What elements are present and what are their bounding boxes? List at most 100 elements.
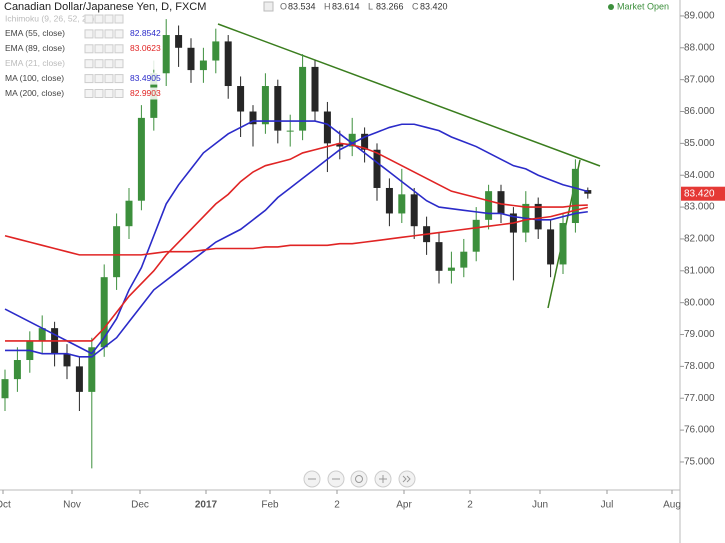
legend-icon	[84, 74, 94, 84]
candle-body	[212, 41, 220, 61]
scroll-button[interactable]	[398, 470, 416, 488]
indicator-line	[4, 206, 588, 256]
x-tick-label: 2017	[195, 500, 218, 511]
indicator-line	[5, 123, 589, 358]
plot	[1, 19, 592, 469]
indicator-line	[5, 142, 588, 342]
y-tick-label: 82.000	[684, 234, 715, 245]
candle-body	[472, 219, 480, 252]
candle-body	[100, 277, 108, 348]
candle-body	[274, 86, 282, 131]
legend-icon	[84, 89, 94, 98]
candle-body	[571, 168, 579, 224]
y-tick-label: 81.000	[684, 265, 715, 276]
candle-body	[249, 111, 257, 125]
legend-icon	[104, 44, 114, 54]
legend-name: MA (200, close)	[5, 88, 64, 98]
legend-icon	[94, 29, 104, 39]
legend-icon	[84, 14, 94, 24]
legend-name: EMA (55, close)	[5, 28, 65, 38]
legend-row-background	[2, 57, 162, 70]
candle-body	[460, 251, 468, 268]
y-tick-label: 86.000	[684, 106, 715, 117]
candle-body	[547, 229, 555, 265]
x-tick-label: Apr	[396, 500, 412, 511]
candle-body	[125, 200, 133, 227]
icon	[355, 475, 363, 483]
candle-body	[187, 47, 195, 71]
candle-body	[336, 143, 344, 147]
candle-body	[361, 133, 369, 150]
last-price-tag	[681, 186, 725, 201]
legend-name: Ichimoku (9, 26, 52, 26)	[5, 13, 94, 23]
last-price-label: 83.420	[684, 188, 715, 199]
candle-body	[175, 35, 183, 48]
header-background	[0, 0, 265, 14]
chart-title: Canadian Dollar/Japanese Yen, D, FXCM	[4, 1, 206, 13]
icon	[263, 1, 274, 12]
candle-body	[373, 149, 381, 188]
candle-body	[113, 226, 121, 278]
legend-value: 82.8542	[130, 28, 161, 38]
candle-body	[534, 203, 542, 230]
x-tick-label: Jul	[601, 500, 614, 511]
legend-value: 82.9903	[130, 88, 161, 98]
candle-body	[199, 60, 207, 71]
legend-value: 83.0623	[130, 43, 161, 53]
ohlc-label: 83.420	[420, 1, 448, 11]
y-tick-label: 80.000	[684, 297, 715, 308]
y-tick-label: 84.000	[684, 170, 715, 181]
indicator-line	[4, 120, 588, 355]
status-dot	[608, 4, 614, 10]
legend-icon	[94, 14, 104, 24]
legend-icon	[84, 59, 94, 69]
legend-icon	[114, 29, 124, 39]
candle-body	[286, 130, 294, 132]
candle-body	[497, 191, 505, 214]
x-tick-label: Jun	[532, 500, 548, 511]
candle-body	[299, 66, 307, 131]
ohlc-label: C	[412, 1, 419, 11]
legend-name: MA (100, close)	[5, 73, 64, 83]
y-tick-label: 78.000	[684, 361, 715, 372]
y-tick-label: 85.000	[684, 138, 715, 149]
y-tick-label: 88.000	[684, 42, 715, 53]
zoom-controls[interactable]	[303, 470, 416, 488]
candle-body	[38, 328, 46, 341]
candle-body	[137, 117, 145, 201]
candle-body	[323, 111, 331, 144]
y-tick-label: 77.000	[684, 393, 715, 404]
legend-icon	[104, 74, 114, 84]
legend-icon	[114, 59, 124, 69]
y-tick-label: 87.000	[684, 74, 715, 85]
legend-icon	[104, 14, 114, 24]
x-tick-label: 2	[467, 500, 473, 511]
candle-body	[162, 35, 170, 74]
candle-body	[88, 347, 96, 392]
candle-body	[261, 86, 269, 125]
candle-body	[63, 353, 71, 367]
legend-icon	[114, 89, 124, 98]
legend-icon	[84, 44, 94, 54]
x-tick-label: Aug	[663, 500, 681, 511]
overlay: Canadian Dollar/Japanese Yen, D, FXCM Ma…	[0, 0, 669, 100]
candle-body	[237, 86, 245, 112]
candle-body	[348, 133, 356, 147]
legend-icon	[104, 59, 114, 69]
legend-icon	[114, 74, 124, 84]
legend-icon	[94, 74, 104, 84]
candle-body	[410, 194, 418, 227]
legend-icon	[94, 44, 104, 54]
x-tick-label: Dec	[131, 500, 149, 511]
x-tick-label: Oct	[0, 500, 11, 511]
candle-body	[559, 223, 567, 265]
ohlc-label: 83.534	[288, 1, 316, 11]
ohlc-label: 83.266	[376, 1, 404, 11]
candle-body	[584, 190, 592, 194]
ohlc-label: 83.614	[332, 1, 360, 11]
x-tick-label: Feb	[261, 500, 279, 511]
legend-icon	[104, 29, 114, 39]
reset-zoom-button[interactable]	[350, 470, 368, 488]
candle-body	[485, 191, 493, 220]
ohlc-label: H	[324, 1, 331, 11]
